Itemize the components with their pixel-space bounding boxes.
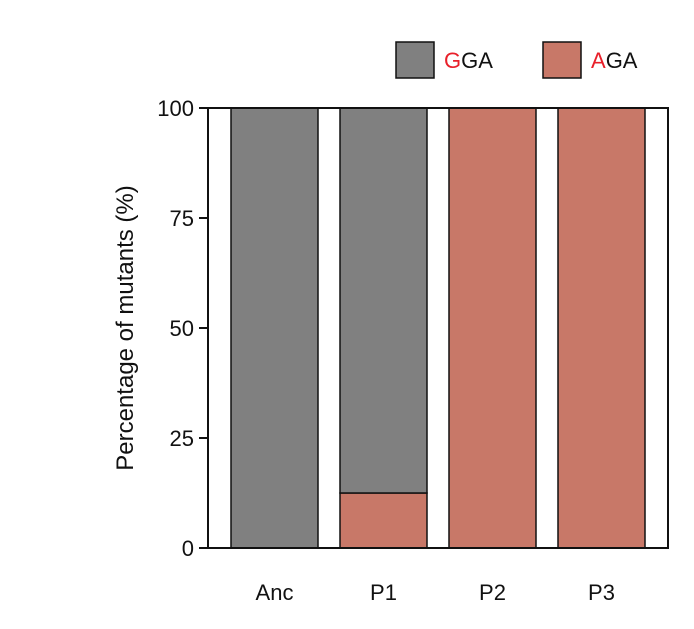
bar-aga-p1 — [339, 492, 428, 549]
bar-aga-p3 — [557, 107, 646, 549]
bar-gga-anc — [230, 107, 319, 549]
y-axis-label: Percentage of mutants (%) — [112, 185, 139, 470]
x-tick-label-p3: P3 — [588, 580, 615, 605]
legend-swatch-gga — [395, 41, 435, 79]
legend-label-aga: AGA — [591, 48, 638, 73]
legend-swatch-aga — [542, 41, 582, 79]
bar-aga-p2 — [448, 107, 537, 549]
legend-label-gga: GGA — [444, 48, 493, 73]
y-tick-label-100: 100 — [157, 96, 194, 121]
y-axis: 0 25 50 75 100 — [157, 96, 208, 561]
y-tick-label-75: 75 — [170, 206, 194, 231]
y-tick-label-25: 25 — [170, 426, 194, 451]
x-tick-label-p2: P2 — [479, 580, 506, 605]
legend: GGA AGA — [395, 41, 638, 79]
y-tick-label-0: 0 — [182, 536, 194, 561]
x-tick-label-anc: Anc — [256, 580, 294, 605]
y-tick-label-50: 50 — [170, 316, 194, 341]
x-axis: Anc P1 P2 P3 — [256, 580, 615, 605]
bar-gga-p1 — [339, 107, 428, 494]
x-tick-label-p1: P1 — [370, 580, 397, 605]
bars-layer — [230, 107, 646, 549]
